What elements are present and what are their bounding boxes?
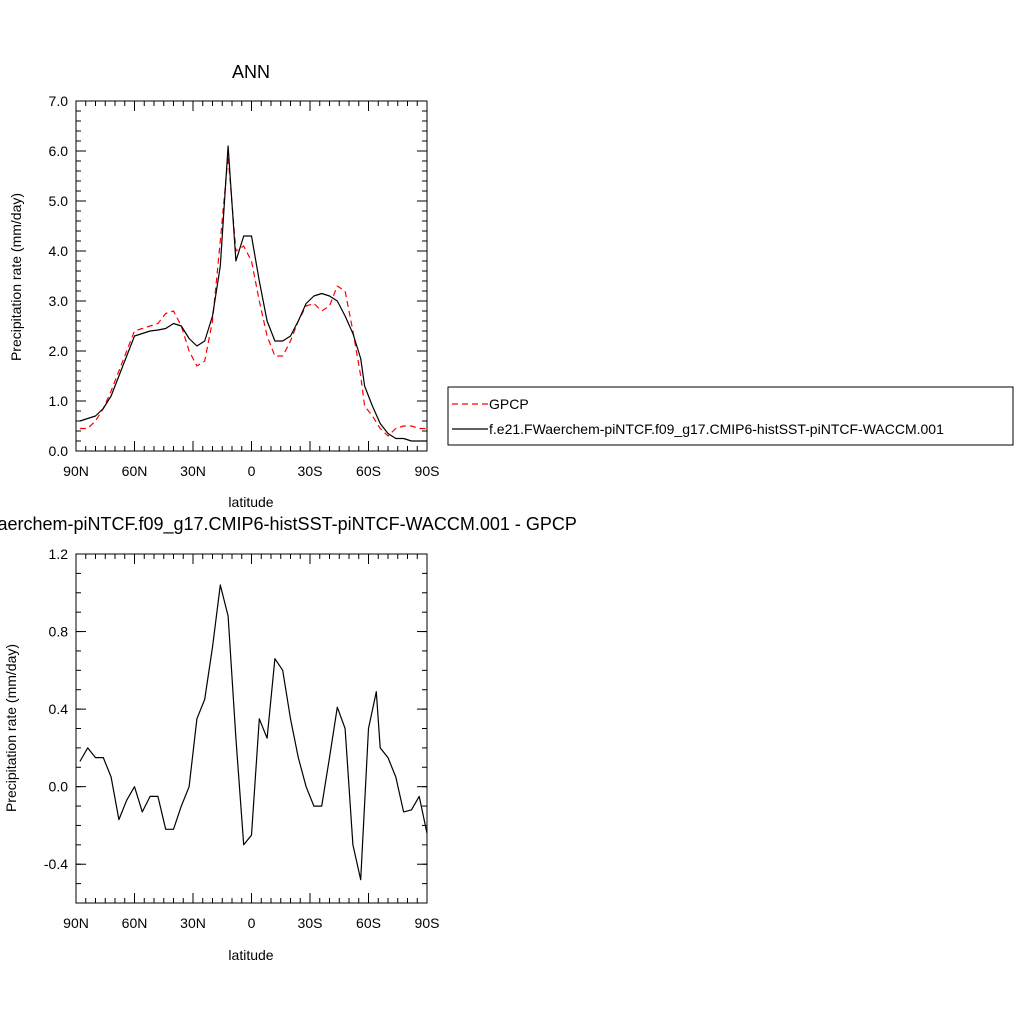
y-tick-label: 2.0	[49, 343, 69, 359]
y-tick-label: 0.0	[49, 443, 69, 459]
x-tick-label: 30N	[180, 463, 206, 479]
y-tick-label: 0.0	[49, 779, 69, 795]
legend-label-gpcp: GPCP	[489, 396, 529, 412]
y-axis-label: Precipitation rate (mm/day)	[8, 193, 24, 361]
x-tick-label: 60N	[122, 915, 148, 931]
series-line-gpcp	[79, 155, 427, 437]
x-axis-label: latitude	[228, 947, 273, 963]
x-tick-label: 90N	[63, 463, 89, 479]
x-tick-label: 60S	[356, 463, 381, 479]
y-tick-label: -0.4	[44, 856, 68, 872]
legend-box	[447, 386, 1014, 446]
y-tick-label: 1.2	[49, 546, 69, 562]
y-tick-label: 6.0	[49, 143, 69, 159]
axis-ticks: 90N 60N 30N 0 30S 60S 90S 0.0 1.0 2.0 3.0 4.0 5.0 6.0…	[49, 93, 440, 479]
x-tick-label: 60N	[122, 463, 148, 479]
mean-precipitation-chart: ANN 90N 60N 30N 0 30S 60S 90S 0.0 1.0 2.0 3.0 4.0 5.…	[8, 62, 1014, 510]
x-tick-label: 30S	[298, 915, 323, 931]
y-tick-label: 3.0	[49, 293, 69, 309]
chart-title: ANN	[232, 62, 270, 82]
legend-label-model: f.e21.FWaerchem-piNTCF.f09_g17.CMIP6-his…	[489, 421, 944, 437]
plot-area	[75, 553, 428, 904]
x-tick-label: 90S	[415, 915, 440, 931]
plot-frame	[75, 100, 428, 452]
y-tick-label: 0.4	[49, 701, 69, 717]
y-tick-label: 1.0	[49, 393, 69, 409]
series-line-difference	[79, 584, 428, 881]
x-tick-label: 90N	[63, 915, 89, 931]
x-tick-label: 30N	[180, 915, 206, 931]
difference-chart: f.e21.FWaerchem-piNTCF.f09_g17.CMIP6-his…	[0, 514, 577, 963]
y-tick-label: 7.0	[49, 93, 69, 109]
legend: GPCP f.e21.FWaerchem-piNTCF.f09_g17.CMIP…	[447, 386, 1014, 446]
axis-ticks: 90N 60N 30N 0 30S 60S 90S -0.4 0.0 0.4 0.8 1.2	[44, 546, 440, 931]
chart-title: f.e21.FWaerchem-piNTCF.f09_g17.CMIP6-his…	[0, 514, 577, 535]
series-group	[79, 145, 427, 442]
plot-frame	[75, 553, 428, 904]
x-tick-label: 0	[248, 463, 256, 479]
y-tick-label: 4.0	[49, 243, 69, 259]
x-axis-label: latitude	[228, 494, 273, 510]
x-tick-label: 0	[248, 915, 256, 931]
y-tick-label: 5.0	[49, 193, 69, 209]
plot-area	[75, 100, 428, 452]
y-tick-label: 0.8	[49, 624, 69, 640]
x-tick-label: 60S	[356, 915, 381, 931]
x-tick-label: 30S	[298, 463, 323, 479]
series-line-model	[79, 145, 427, 442]
y-axis-label: Precipitation rate (mm/day)	[3, 644, 19, 812]
x-tick-label: 90S	[415, 463, 440, 479]
series-group	[79, 584, 428, 881]
